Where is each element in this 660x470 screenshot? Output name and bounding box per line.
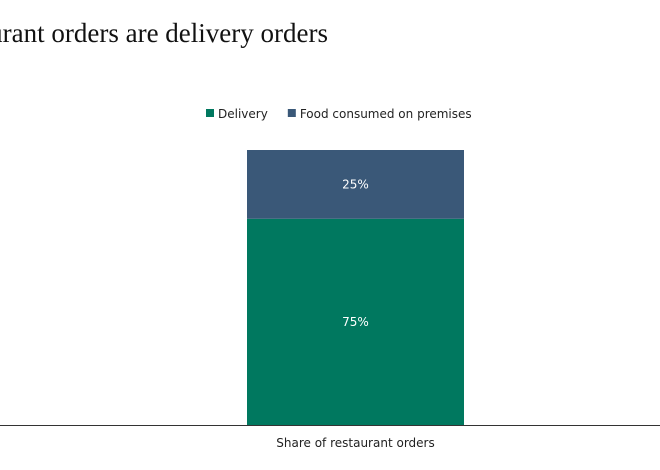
chart-title: taurant orders are delivery orders xyxy=(0,18,328,48)
category-label: Share of restaurant orders xyxy=(276,436,434,450)
bar-segment-delivery xyxy=(247,218,464,425)
legend-swatch-food-consumed-on-premises xyxy=(287,109,296,117)
legend-swatch-delivery xyxy=(206,109,214,117)
legend: Delivery Food consumed on premises xyxy=(206,107,472,121)
legend-label-food-consumed-on-premises: Food consumed on premises xyxy=(300,107,472,121)
data-label-delivery: 75% xyxy=(342,315,369,329)
bar-segment-food-consumed-on-premises xyxy=(247,150,464,219)
data-label-food-consumed-on-premises: 25% xyxy=(342,177,369,191)
bars: 75% 25% xyxy=(247,150,464,425)
title-clip: taurant orders are delivery orders xyxy=(0,0,660,70)
legend-label-delivery: Delivery xyxy=(218,107,268,121)
